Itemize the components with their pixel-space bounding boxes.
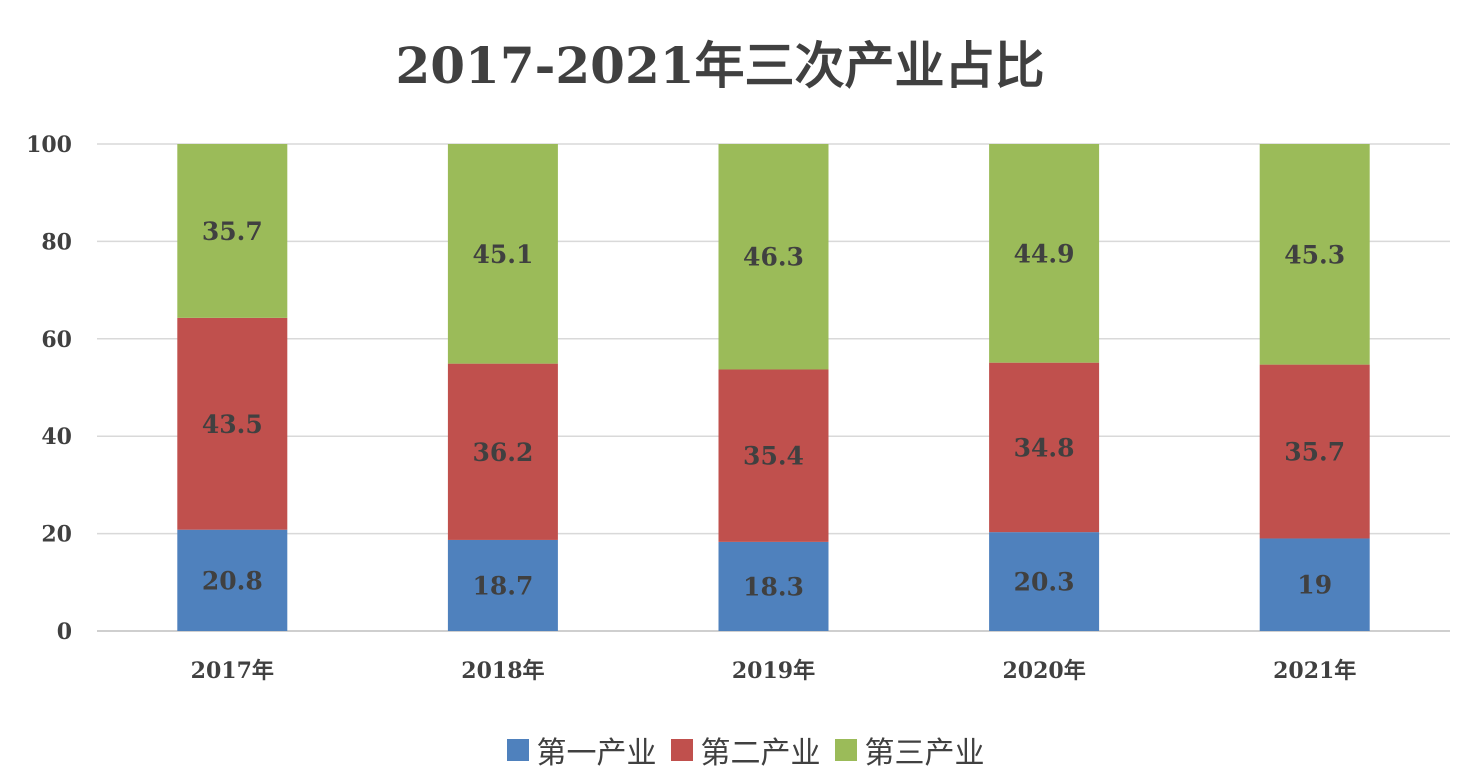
y-tick-label: 40 (41, 424, 72, 450)
bar-series-1 (1259, 538, 1370, 631)
data-label: 20.8 (202, 566, 263, 595)
data-label: 46.3 (743, 243, 804, 272)
legend-item-series-1: 第一产业 (506, 728, 657, 772)
y-tick-label: 60 (41, 327, 72, 353)
y-tick-label: 0 (57, 619, 72, 645)
x-tick-label: 2021年 (1273, 658, 1356, 684)
legend-swatch-series-1 (506, 739, 529, 761)
bar-series-2 (718, 369, 829, 542)
data-label: 45.1 (472, 240, 533, 269)
bar-series-2 (1259, 364, 1370, 539)
data-label: 35.7 (202, 217, 263, 246)
data-label: 45.3 (1284, 240, 1345, 269)
legend-swatch-series-2 (670, 739, 693, 761)
data-label: 18.7 (472, 571, 533, 600)
bar-series-3 (177, 144, 288, 318)
chart-title: 2017-2021年三次产业占比 (395, 36, 1045, 95)
bar-series-1 (177, 529, 288, 631)
legend-swatch-series-3 (834, 739, 857, 761)
legend: 第一产业 第二产业 第三产业 (0, 726, 1471, 774)
data-label: 34.8 (1014, 433, 1075, 462)
plot-area: 0 20 40 60 80 100 20.8 43.5 35.7 2017年 18.7 36.2 45.… (26, 132, 1450, 684)
y-tick-label: 100 (26, 132, 72, 158)
bar-series-3 (447, 144, 558, 364)
data-label: 19 (1297, 571, 1332, 600)
legend-item-series-3: 第三产业 (834, 728, 985, 772)
data-label: 20.3 (1014, 568, 1075, 597)
data-label: 35.7 (1284, 438, 1345, 467)
legend-label-series-1: 第一产业 (536, 736, 657, 771)
bar-series-1 (447, 539, 558, 631)
x-tick-label: 2018年 (461, 658, 544, 684)
data-label: 36.2 (472, 438, 533, 467)
y-tick-label: 20 (41, 522, 72, 548)
data-label: 43.5 (202, 410, 263, 439)
bar-series-2 (177, 317, 288, 530)
bar-series-1 (989, 532, 1100, 631)
bar-series-3 (718, 144, 829, 370)
bar-series-2 (447, 363, 558, 540)
legend-label-series-3: 第三产业 (864, 736, 985, 771)
x-tick-label: 2020年 (1002, 658, 1085, 684)
x-tick-label: 2017年 (191, 658, 274, 684)
x-tick-label: 2019年 (732, 658, 815, 684)
data-label: 35.4 (743, 442, 804, 471)
data-label: 18.3 (743, 572, 804, 601)
legend-label-series-2: 第二产业 (700, 736, 821, 771)
legend-item-series-2: 第二产业 (670, 728, 821, 772)
bar-series-3 (1259, 144, 1370, 365)
bar-series-3 (989, 144, 1100, 363)
bar-series-1 (718, 541, 829, 631)
data-label: 44.9 (1014, 239, 1075, 268)
bar-series-2 (989, 362, 1100, 533)
y-tick-label: 80 (41, 229, 72, 255)
